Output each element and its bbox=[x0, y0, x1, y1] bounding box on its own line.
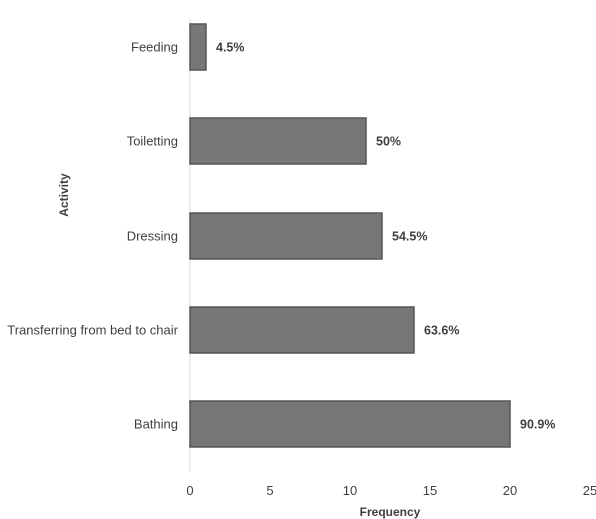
x-tick-labels: 0 5 10 15 20 25 bbox=[186, 483, 596, 498]
data-label-0: 4.5% bbox=[216, 41, 245, 55]
x-tick-2: 10 bbox=[343, 483, 357, 498]
bar-2 bbox=[189, 212, 383, 260]
category-label-4: Bathing bbox=[134, 417, 178, 432]
x-tick-0: 0 bbox=[186, 483, 193, 498]
bar-0 bbox=[189, 23, 207, 71]
data-label-3: 63.6% bbox=[424, 324, 459, 338]
x-tick-5: 25 bbox=[583, 483, 596, 498]
bar-1 bbox=[189, 117, 367, 165]
y-axis-title: Activity bbox=[57, 173, 71, 217]
data-label-1: 50% bbox=[376, 135, 401, 149]
x-tick-1: 5 bbox=[266, 483, 273, 498]
x-axis-title: Frequency bbox=[360, 505, 421, 519]
data-label-4: 90.9% bbox=[520, 418, 555, 432]
data-labels: 4.5% 50% 54.5% 63.6% 90.9% bbox=[216, 41, 555, 432]
category-label-1: Toiletting bbox=[127, 134, 178, 149]
bar-3 bbox=[189, 306, 415, 354]
bars-group bbox=[189, 23, 511, 448]
data-label-2: 54.5% bbox=[392, 230, 427, 244]
category-label-0: Feeding bbox=[131, 40, 178, 55]
x-tick-3: 15 bbox=[423, 483, 437, 498]
x-tick-4: 20 bbox=[503, 483, 517, 498]
category-label-2: Dressing bbox=[127, 229, 178, 244]
category-labels: Feeding Toiletting Dressing Transferring fr… bbox=[7, 40, 178, 432]
bar-4 bbox=[189, 400, 511, 448]
category-label-3: Transferring from bed to chair bbox=[7, 323, 178, 338]
